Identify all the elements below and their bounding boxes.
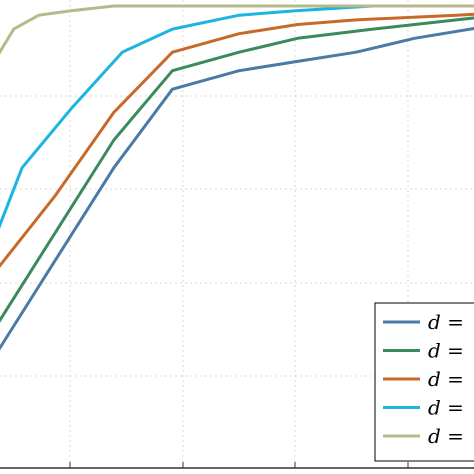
legend-label-2: d = — [428, 367, 464, 391]
series-line-2 — [0, 12, 474, 268]
series-line-0 — [0, 26, 474, 351]
series-line-4 — [0, 4, 474, 55]
series-line-3 — [0, 4, 474, 229]
legend: d = d = d = d = d = — [374, 302, 474, 462]
axes — [0, 462, 474, 469]
series-lines — [0, 4, 474, 351]
legend-label-3: d = — [428, 396, 464, 420]
legend-label-4: d = — [428, 424, 464, 448]
legend-label-1: d = — [428, 339, 464, 363]
series-line-1 — [0, 16, 474, 323]
legend-label-0: d = — [428, 310, 464, 334]
